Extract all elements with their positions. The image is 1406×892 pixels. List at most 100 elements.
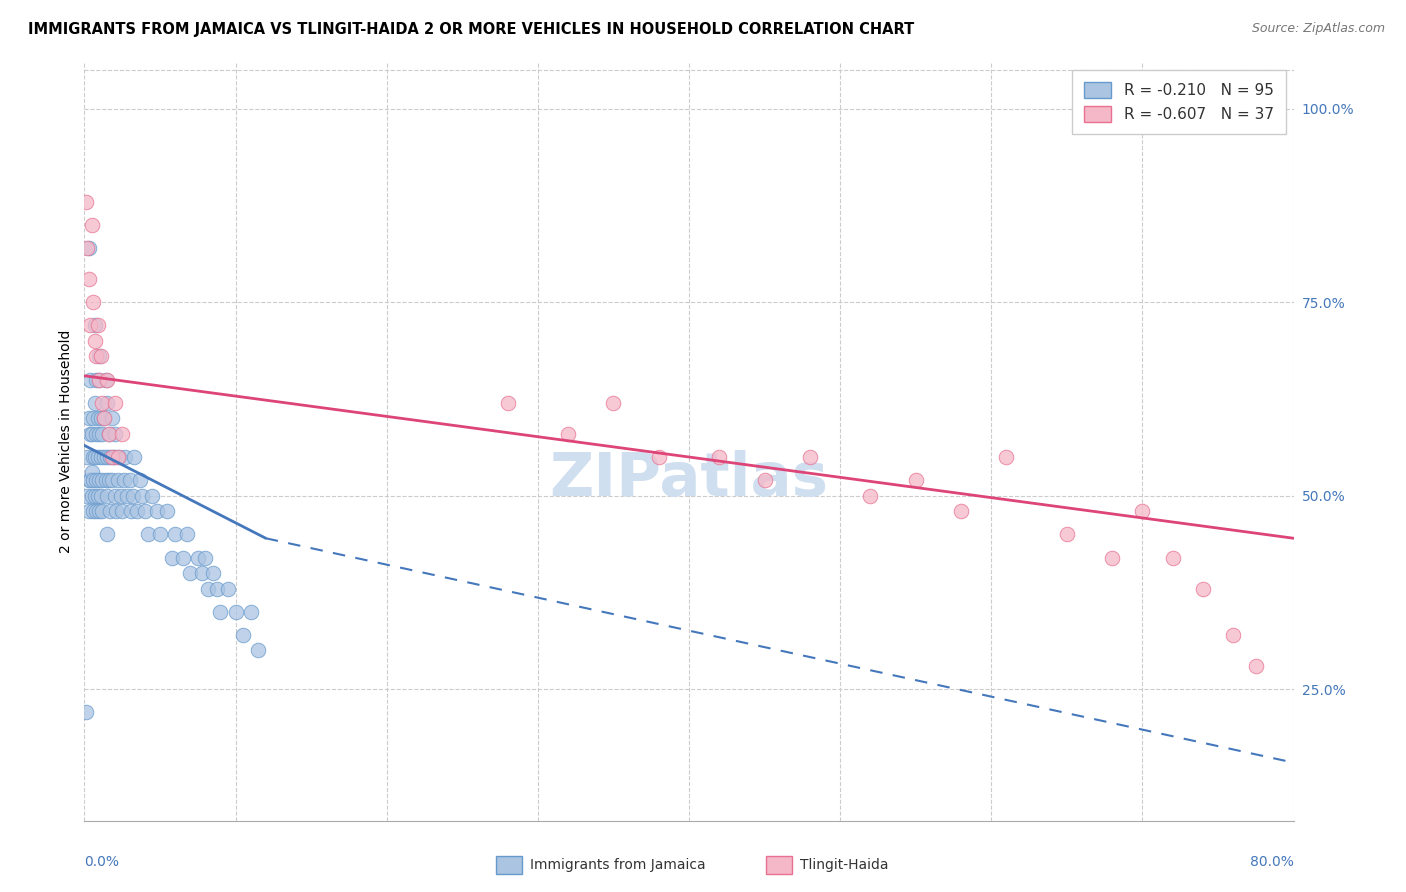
Point (90, 489, 112, 503)
Point (146, 504, 169, 518)
Point (80, 489, 103, 503)
Point (87, 450, 110, 464)
Point (94, 373, 117, 387)
Point (111, 426, 134, 441)
Point (1161, 550, 1184, 565)
Point (104, 396, 127, 410)
Point (225, 605, 247, 619)
Point (859, 489, 882, 503)
Point (89, 373, 111, 387)
Point (201, 566, 224, 580)
Point (86, 373, 108, 387)
Point (165, 527, 187, 541)
Point (1192, 582, 1215, 596)
Point (77, 504, 100, 518)
Point (89, 504, 111, 518)
Point (104, 450, 127, 464)
Point (97, 426, 120, 441)
Point (89, 473, 111, 487)
Point (105, 504, 128, 518)
Point (82, 450, 104, 464)
Point (97, 473, 120, 487)
Point (93, 450, 115, 464)
Point (90, 411, 112, 425)
Point (107, 473, 129, 487)
Point (76, 489, 98, 503)
Point (100, 473, 122, 487)
Point (172, 550, 194, 565)
Point (247, 643, 270, 657)
Point (90, 450, 112, 464)
Point (232, 628, 254, 642)
Point (93, 411, 115, 425)
Point (96, 527, 118, 541)
Point (1056, 527, 1078, 541)
Point (75, 194, 97, 209)
Point (86, 473, 108, 487)
Point (89, 373, 111, 387)
Point (120, 504, 142, 518)
Point (86, 350, 108, 364)
Text: 80.0%: 80.0% (1250, 855, 1294, 870)
Point (239, 605, 262, 619)
Legend: R = -0.210   N = 95, R = -0.607   N = 37: R = -0.210 N = 95, R = -0.607 N = 37 (1071, 70, 1286, 134)
Text: IMMIGRANTS FROM JAMAICA VS TLINGIT-HAIDA 2 OR MORE VEHICLES IN HOUSEHOLD CORRELA: IMMIGRANTS FROM JAMAICA VS TLINGIT-HAIDA… (28, 22, 914, 37)
Point (96, 489, 118, 503)
Point (80, 218, 103, 232)
Point (1244, 659, 1267, 673)
Text: Source: ZipAtlas.com: Source: ZipAtlas.com (1251, 22, 1385, 36)
Text: ZIPatlas: ZIPatlas (550, 450, 828, 509)
Point (91, 396, 114, 410)
Point (96, 396, 118, 410)
Point (75, 706, 97, 720)
Point (156, 504, 179, 518)
Point (82, 411, 104, 425)
Point (79, 473, 101, 487)
Point (91, 504, 114, 518)
Point (191, 566, 214, 580)
Point (136, 527, 159, 541)
Point (141, 489, 163, 503)
Point (80, 466, 103, 480)
Point (93, 411, 115, 425)
Point (96, 373, 118, 387)
Point (118, 473, 141, 487)
Point (602, 396, 624, 410)
Point (77, 241, 100, 255)
Point (754, 473, 776, 487)
Point (194, 550, 217, 565)
Point (89, 350, 111, 364)
Point (799, 450, 821, 464)
Text: 0.0%: 0.0% (84, 855, 120, 870)
Point (76, 241, 98, 255)
Point (197, 582, 219, 596)
Text: Tlingit-Haida: Tlingit-Haida (800, 858, 889, 872)
Point (496, 396, 519, 410)
Text: Immigrants from Jamaica: Immigrants from Jamaica (530, 858, 706, 872)
Point (176, 527, 198, 541)
Point (104, 426, 127, 441)
Point (160, 550, 183, 565)
Point (648, 450, 671, 464)
Point (84, 489, 107, 503)
Point (82, 504, 104, 518)
Point (87, 489, 110, 503)
Point (127, 504, 149, 518)
Point (104, 489, 127, 503)
Point (1101, 550, 1123, 565)
Point (121, 489, 143, 503)
Point (94, 473, 117, 487)
Point (77, 272, 100, 286)
Point (111, 504, 134, 518)
Point (84, 334, 107, 348)
Point (97, 426, 120, 441)
Point (1130, 504, 1153, 518)
Point (77, 411, 100, 425)
Point (207, 582, 229, 596)
Point (134, 504, 156, 518)
Point (950, 504, 973, 518)
Point (86, 426, 108, 441)
Point (100, 411, 122, 425)
Point (84, 450, 107, 464)
Point (91, 426, 114, 441)
